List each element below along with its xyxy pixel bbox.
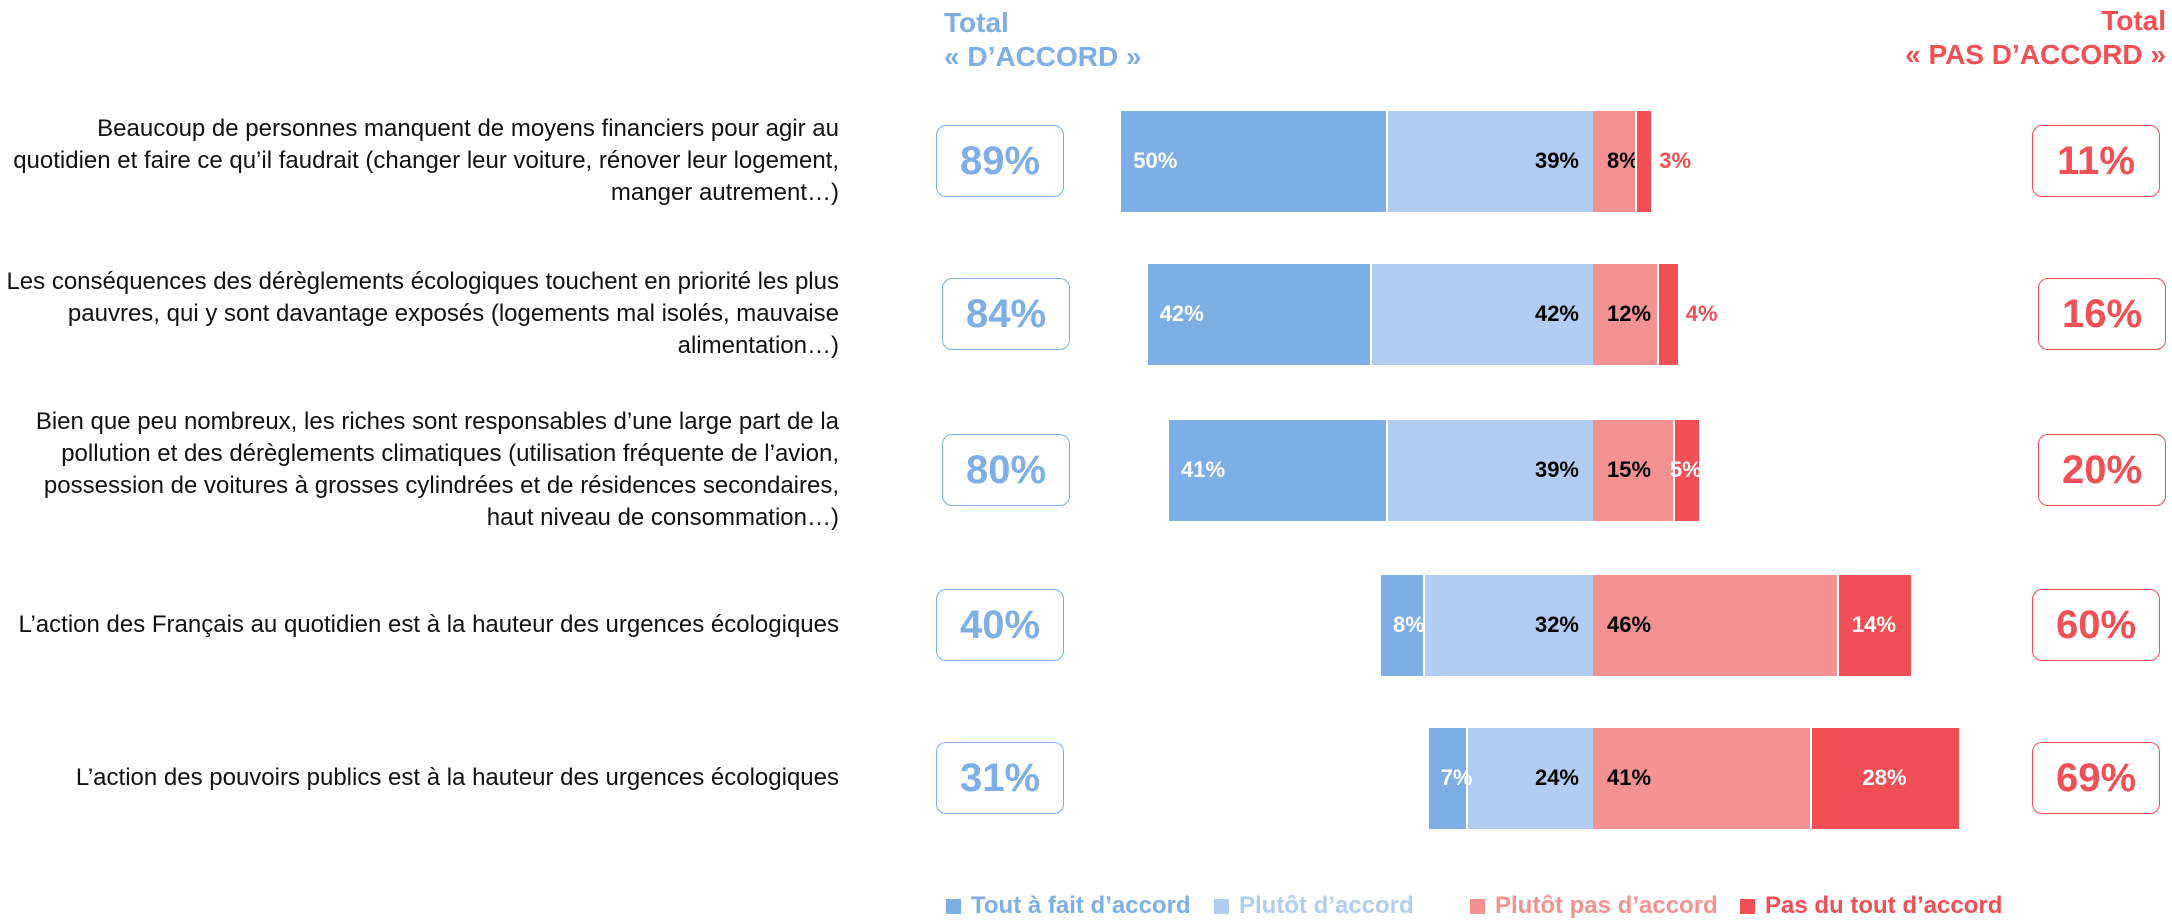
header-line: Total	[944, 7, 1009, 38]
data-label: 28%	[1862, 765, 1907, 790]
category-label: L’action des Français au quotidien est à…	[18, 611, 839, 638]
data-label: 42%	[1159, 301, 1204, 326]
legend-swatch	[1214, 898, 1229, 914]
bar-segment	[1593, 263, 1657, 365]
bar-segment	[1386, 110, 1593, 212]
header-line: Total	[2101, 5, 2166, 36]
header-agree: Total « D’ACCORD »	[944, 6, 1142, 74]
legend-label: Plutôt pas d’accord	[1495, 892, 1718, 919]
data-label: 5%	[1669, 457, 1702, 482]
bar-segment	[1593, 110, 1636, 212]
bar-segment	[1672, 419, 1699, 521]
total-disagree: 60%	[2032, 589, 2160, 661]
data-label: 24%	[1534, 765, 1579, 790]
bar-segment	[1381, 574, 1424, 676]
bar-segment	[1423, 574, 1593, 676]
data-label: 39%	[1534, 148, 1579, 173]
total-agree: 84%	[942, 278, 1070, 350]
data-label: 8%	[1393, 612, 1425, 637]
bar-segment	[1121, 110, 1387, 212]
total-disagree: 11%	[2032, 125, 2160, 197]
bar-segment	[1635, 110, 1652, 212]
total-agree: 80%	[942, 434, 1070, 506]
data-label: 15%	[1607, 457, 1652, 482]
bar-segment	[1370, 263, 1593, 365]
data-label: 14%	[1851, 612, 1896, 637]
bar-segment	[1593, 574, 1837, 676]
data-label: 8%	[1607, 148, 1639, 173]
header-line: « PAS D’ACCORD »	[1905, 39, 2166, 70]
category-label: L’action des pouvoirs publics est à la h…	[75, 764, 839, 791]
bar-segment	[1593, 419, 1673, 521]
data-label: 50%	[1133, 148, 1178, 173]
header-line: « D’ACCORD »	[944, 41, 1142, 72]
legend-item: Plutôt d’accord	[1214, 892, 1414, 920]
total-agree: 31%	[936, 742, 1064, 814]
legend-label: Pas du tout d’accord	[1765, 892, 2003, 919]
data-label: 46%	[1607, 612, 1652, 637]
total-disagree: 16%	[2038, 278, 2166, 350]
category-label: Bien que peu nombreux, les riches sont r…	[35, 408, 839, 531]
legend-swatch	[946, 898, 961, 914]
data-label: 41%	[1181, 457, 1226, 482]
bar-segment	[1810, 727, 1959, 829]
data-label: 7%	[1440, 765, 1473, 790]
legend-label: Plutôt d’accord	[1239, 892, 1414, 919]
total-disagree: 69%	[2032, 742, 2160, 814]
total-disagree: 20%	[2038, 434, 2166, 506]
legend-item: Pas du tout d’accord	[1740, 892, 2002, 920]
bar-segment	[1836, 574, 1911, 676]
data-label: 39%	[1534, 457, 1579, 482]
bar-segment	[1386, 419, 1593, 521]
legend-swatch	[1470, 898, 1485, 914]
bar-segment	[1169, 419, 1387, 521]
bar-segment	[1428, 727, 1466, 829]
data-label: 4%	[1685, 301, 1718, 326]
total-agree: 40%	[936, 589, 1064, 661]
category-label: Les conséquences des dérèglements écolog…	[6, 268, 839, 359]
legend-item: Tout à fait d’accord	[946, 892, 1191, 920]
data-label: 32%	[1534, 612, 1579, 637]
legend-swatch	[1740, 898, 1755, 914]
data-label: 42%	[1534, 301, 1579, 326]
category-label: Beaucoup de personnes manquent de moyens…	[13, 115, 839, 206]
data-label: 12%	[1607, 301, 1652, 326]
bar-segment	[1656, 263, 1678, 365]
bar-segment	[1147, 263, 1371, 365]
legend-item: Plutôt pas d’accord	[1470, 892, 1718, 920]
bar-segment	[1465, 727, 1593, 829]
bar-segment	[1593, 727, 1811, 829]
data-label: 41%	[1607, 765, 1652, 790]
header-disagree: Total « PAS D’ACCORD »	[1905, 4, 2166, 72]
data-label: 3%	[1659, 148, 1692, 173]
legend-label: Tout à fait d’accord	[971, 892, 1191, 919]
total-agree: 89%	[936, 125, 1064, 197]
